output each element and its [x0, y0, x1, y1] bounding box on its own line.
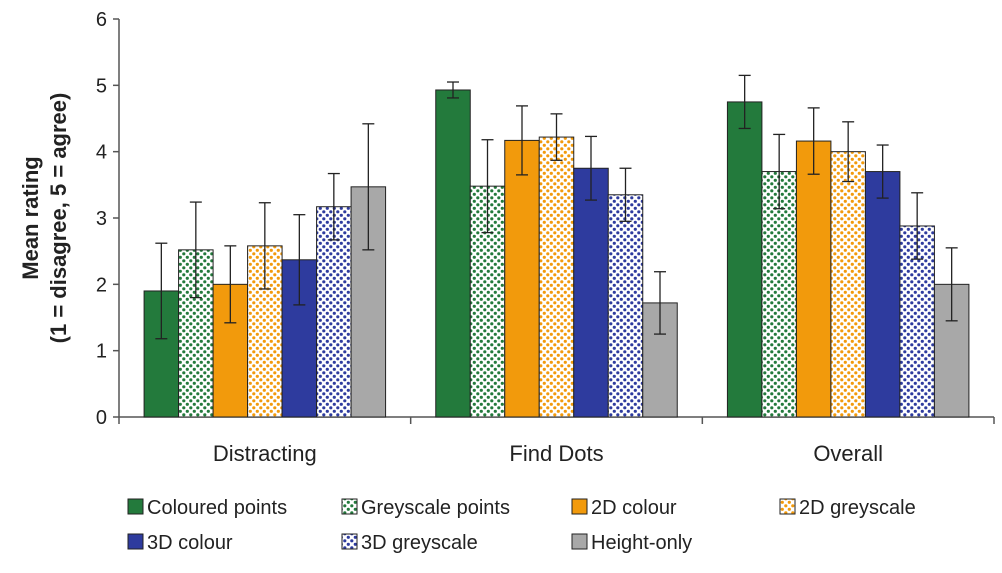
error-bar — [773, 133, 786, 210]
legend: Coloured points Greyscale points 2D colour… — [127, 497, 916, 554]
error-bar — [362, 123, 375, 251]
y-tick-label: 6 — [96, 9, 107, 31]
error-bar — [842, 121, 855, 183]
legend-item: Greyscale points — [341, 497, 510, 519]
x-axis: Distracting Find Dots Overall — [118, 416, 995, 466]
error-bar — [550, 113, 563, 161]
bar — [642, 302, 678, 418]
error-bar — [807, 107, 820, 175]
error-bar — [516, 105, 528, 176]
error-bar — [619, 167, 632, 222]
error-bar — [189, 201, 202, 299]
bar — [795, 140, 832, 418]
legend-label: Coloured points — [147, 497, 287, 519]
legend-label: Greyscale points — [361, 497, 510, 519]
bar — [573, 167, 609, 418]
y-tick-label: 2 — [96, 274, 107, 296]
bar — [504, 139, 540, 418]
error-bar — [945, 247, 958, 322]
error-bar — [876, 144, 889, 199]
error-bar — [447, 81, 459, 99]
legend-item: Coloured points — [127, 497, 287, 519]
bar — [435, 89, 471, 418]
legend-swatch — [341, 498, 358, 515]
y-tick-label: 5 — [96, 75, 107, 97]
legend-swatch — [571, 533, 588, 550]
legend-label: 3D greyscale — [361, 532, 478, 554]
legend-swatch — [127, 498, 144, 515]
bar — [538, 136, 575, 418]
error-bar — [224, 245, 237, 324]
error-bar — [654, 271, 666, 335]
error-bar — [738, 74, 751, 130]
error-bars — [155, 74, 958, 340]
legend-swatch — [779, 498, 796, 515]
legend-label: Height-only — [591, 532, 692, 554]
legend-label: 2D greyscale — [799, 497, 916, 519]
y-axis-title: Mean rating (1 = disagree, 5 = agree) — [18, 93, 71, 344]
y-axis: 0 1 2 3 4 5 6 — [96, 9, 120, 429]
bar — [178, 249, 214, 418]
y-tick-label: 4 — [96, 142, 107, 164]
y-axis-label-line: (1 = disagree, 5 = agree) — [46, 93, 71, 344]
legend-item: 3D colour — [127, 532, 233, 554]
bar — [607, 194, 644, 418]
legend-item: 2D greyscale — [779, 497, 916, 519]
x-category-label: Find Dots — [509, 441, 603, 466]
legend-swatch — [127, 533, 144, 550]
legend-swatch — [571, 498, 588, 515]
bar — [726, 101, 763, 418]
error-bar — [911, 192, 924, 260]
error-bar — [293, 214, 306, 306]
bar — [761, 171, 797, 418]
error-bar — [258, 202, 271, 290]
error-bar — [155, 242, 168, 340]
legend-item: Height-only — [571, 532, 692, 554]
legend-item: 2D colour — [571, 497, 677, 519]
error-bar — [327, 172, 340, 241]
y-tick-label: 3 — [96, 208, 107, 230]
x-category-label: Distracting — [213, 441, 317, 466]
error-bar — [481, 139, 494, 234]
bar — [864, 171, 901, 418]
y-tick-label: 1 — [96, 341, 107, 363]
y-axis-label-line: Mean rating — [18, 156, 43, 279]
legend-label: 3D colour — [147, 532, 233, 554]
error-bar — [585, 135, 597, 201]
legend-item: 3D greyscale — [341, 532, 478, 554]
legend-label: 2D colour — [591, 497, 677, 519]
legend-swatch — [341, 533, 358, 550]
bar — [316, 206, 352, 418]
bar — [830, 151, 866, 418]
y-tick-label: 0 — [96, 407, 107, 429]
x-category-label: Overall — [813, 441, 883, 466]
